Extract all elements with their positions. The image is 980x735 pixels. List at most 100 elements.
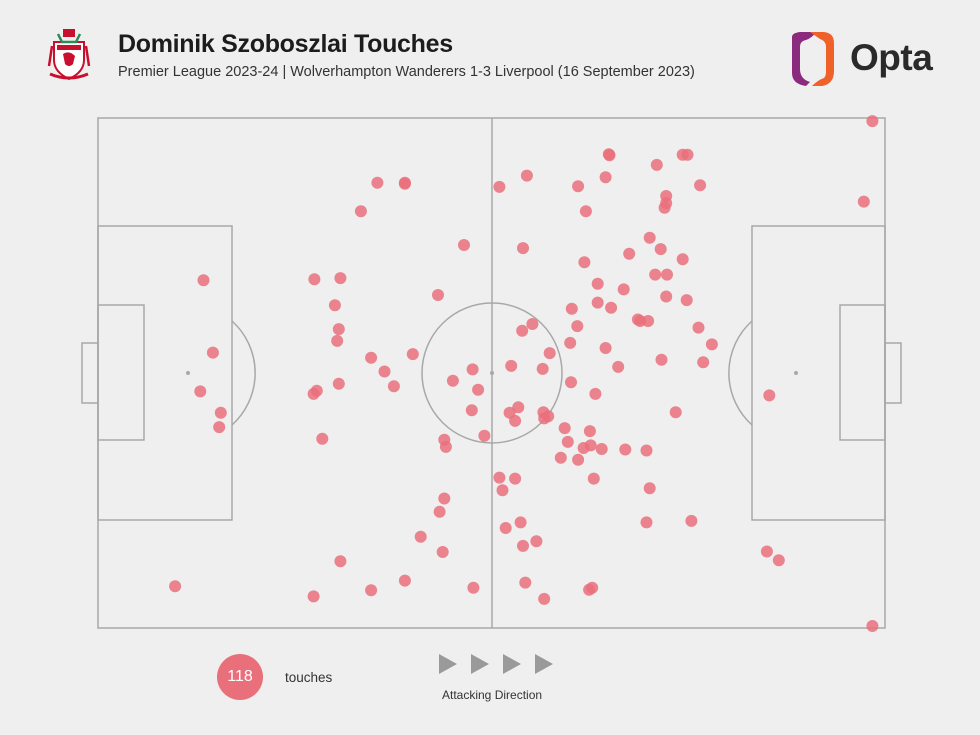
touch-point [685,514,698,527]
touch-point [697,356,710,369]
left-penalty-spot [186,371,190,375]
touch-point [669,406,682,419]
touch-point [197,274,210,287]
touch-point [589,387,602,400]
arrow-right-icon [535,654,553,674]
touch-point [509,472,522,485]
touch-point [595,443,608,455]
touch-point [308,273,321,286]
touch-point [387,380,400,393]
touch-point [692,321,705,334]
touch-markers [169,115,879,632]
touch-point [316,432,329,445]
touch-point [578,256,591,269]
touch-point [561,435,574,448]
page-subtitle: Premier League 2023-24 | Wolverhampton W… [118,64,695,80]
touch-point [649,268,662,281]
attacking-direction-label: Attacking Direction [442,688,543,702]
touch-point [760,545,773,558]
pitch-markings [81,117,902,629]
touch-point [331,334,344,347]
touch-point [631,313,644,326]
center-spot [490,371,494,375]
right-penalty-arc [728,320,753,426]
touch-point [640,516,653,529]
left-six-yard-box [97,304,145,441]
touch-point [617,283,630,296]
touch-point [565,302,578,315]
right-six-yard-box [839,304,886,441]
touch-point [378,365,391,378]
touch-point [577,442,590,454]
touch-point [520,169,533,182]
touch-point [194,385,207,398]
touch-point [371,176,384,189]
touch-point [571,320,584,333]
touch-point [458,239,470,251]
touch-point [694,179,707,192]
touch-point [169,580,182,593]
left-penalty-arc [231,320,256,426]
center-circle [421,302,563,444]
touch-point [654,243,667,256]
page-title: Dominik Szoboszlai Touches [118,30,453,58]
touch-point [554,451,567,464]
opta-logo: Opta [786,29,946,89]
touch-point [332,323,345,336]
touch-point [526,318,539,330]
touch-point [538,592,551,605]
touch-point [599,342,612,354]
touch-point [583,425,596,438]
touch-point [591,296,604,309]
touch-point [565,376,577,389]
touch-point [414,530,427,543]
touch-point [439,440,452,453]
touch-point [655,353,668,366]
touch-point [512,401,525,414]
touch-point [572,453,585,466]
touch-point [587,472,600,485]
opta-logo-mark-icon [792,32,834,86]
touch-point [398,176,411,189]
touch-point [505,359,518,372]
touch-point [586,581,599,594]
touch-point [538,412,551,425]
touch-point [214,406,227,419]
touch-count-badge: 118 [217,654,263,700]
touch-point [465,404,478,417]
touch-point [623,247,636,260]
touch-point [763,389,776,402]
touch-point [516,324,529,337]
touch-point [676,253,689,266]
touch-point [680,294,693,307]
touch-point [478,429,491,442]
touch-count-label: touches [285,670,333,685]
touch-point [436,546,449,558]
right-penalty-spot [794,371,798,375]
touch-point [517,242,529,255]
touch-point [509,414,522,427]
touch-point [619,443,632,456]
touch-point [398,574,411,587]
touch-point [543,347,556,360]
right-penalty-box [751,225,886,521]
touch-point [643,482,656,495]
touch-point [660,290,673,303]
touch-point [433,505,446,518]
touch-point [612,360,625,373]
touch-point [514,516,527,529]
touch-point [705,338,718,351]
touch-point [602,148,615,161]
arrow-right-icon [503,654,521,674]
opta-brand-text: Opta [850,37,933,78]
left-penalty-box [97,225,233,521]
left-goal [81,342,99,404]
touch-point [658,201,671,214]
touch-point [493,471,506,484]
touch-point [650,158,663,171]
touch-point [558,422,571,435]
touch-point [530,535,543,548]
touch-point [307,590,320,603]
touch-point [328,299,341,312]
